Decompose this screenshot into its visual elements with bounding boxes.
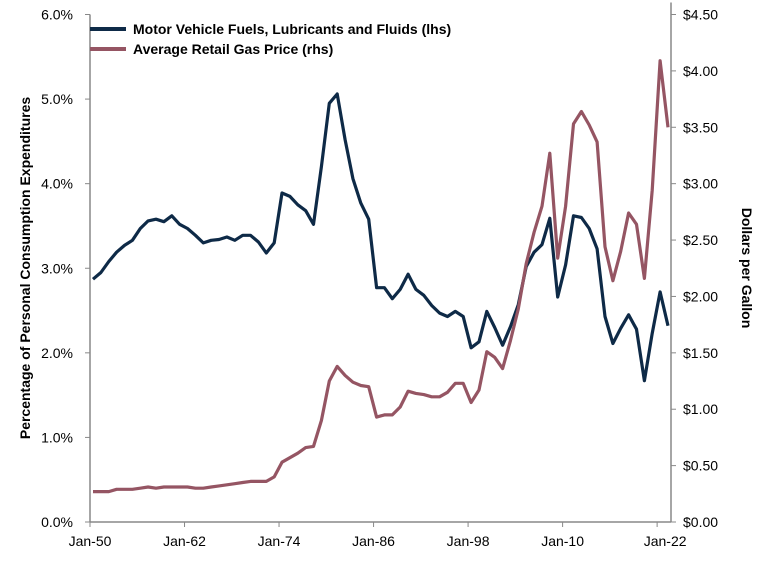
y-axis-right-title: Dollars per Gallon — [739, 208, 755, 329]
y-right-tick-label: $0.00 — [683, 514, 718, 530]
y-right-tick-label: $4.50 — [683, 7, 718, 23]
x-tick-label: Jan-74 — [258, 533, 301, 549]
y-axis-left-title: Percentage of Personal Consumption Expen… — [17, 97, 33, 440]
y-right-tick-label: $3.50 — [683, 119, 718, 135]
y-left-tick-label: 5.0% — [41, 91, 73, 107]
y-right-tick-label: $4.00 — [683, 63, 718, 79]
x-tick-label: Jan-22 — [644, 533, 687, 549]
x-tick-label: Jan-98 — [447, 533, 490, 549]
x-tick-label: Jan-62 — [163, 533, 206, 549]
legend: Motor Vehicle Fuels, Lubricants and Flui… — [90, 21, 451, 57]
y-right-tick-label: $1.50 — [683, 345, 718, 361]
series-line-gas-price — [93, 61, 668, 492]
y-left-tick-label: 6.0% — [41, 7, 73, 23]
y-right-tick-label: $1.00 — [683, 401, 718, 417]
y-left-tick-label: 2.0% — [41, 345, 73, 361]
series-line-motor-fuels — [93, 94, 668, 381]
axes: 0.0% 1.0% 2.0% 3.0% 4.0% 5.0% 6.0% $0.00 $0.50 $1… — [41, 3, 718, 550]
series-lines — [93, 61, 668, 492]
x-tick-label: Jan-10 — [541, 533, 584, 549]
y-left-tick-label: 1.0% — [41, 429, 73, 445]
y-right-tick-label: $0.50 — [683, 458, 718, 474]
y-left-tick-label: 0.0% — [41, 514, 73, 530]
y-right-tick-label: $2.50 — [683, 232, 718, 248]
legend-label-motor-fuels: Motor Vehicle Fuels, Lubricants and Flui… — [133, 21, 451, 37]
legend-label-gas-price: Average Retail Gas Price (rhs) — [133, 41, 333, 57]
x-tick-label: Jan-86 — [352, 533, 395, 549]
x-tick-label: Jan-50 — [69, 533, 112, 549]
y-right-tick-label: $2.00 — [683, 288, 718, 304]
y-left-tick-label: 3.0% — [41, 260, 73, 276]
y-left-tick-label: 4.0% — [41, 176, 73, 192]
y-right-tick-label: $3.00 — [683, 176, 718, 192]
